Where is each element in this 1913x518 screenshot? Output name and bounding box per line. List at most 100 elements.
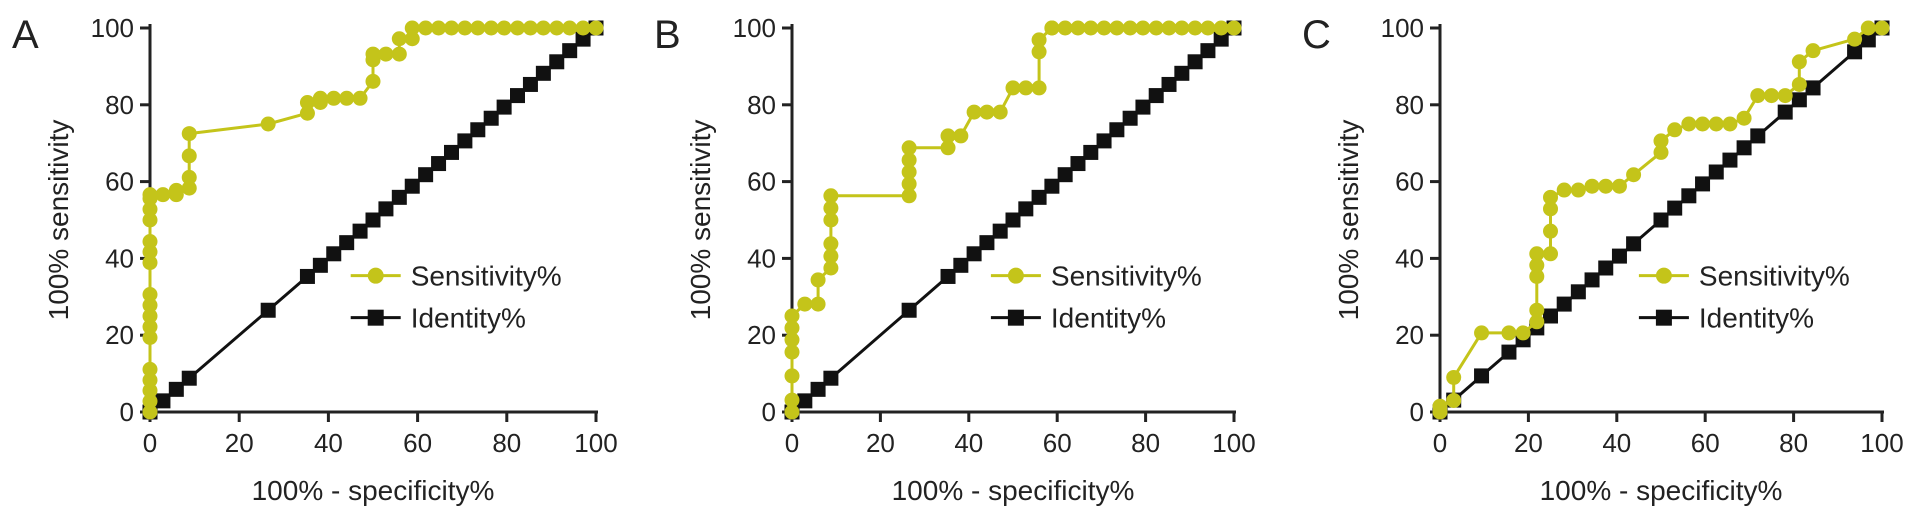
data-point <box>352 90 368 106</box>
y-tick-label: 40 <box>747 243 776 273</box>
data-point <box>496 20 512 36</box>
data-point <box>901 176 917 192</box>
data-point <box>522 76 538 92</box>
data-point <box>823 188 839 204</box>
data-point <box>1057 167 1073 183</box>
panel-label: A <box>12 13 39 57</box>
x-tick-label: 60 <box>1043 428 1072 458</box>
data-point <box>1570 182 1586 198</box>
data-point <box>404 31 420 47</box>
series-sensitivity <box>784 20 1242 420</box>
data-point <box>1031 189 1047 205</box>
data-point <box>901 152 917 168</box>
data-point <box>1018 80 1034 96</box>
data-point <box>1543 308 1558 324</box>
legend-label-sensitivity: Sensitivity% <box>1699 261 1850 292</box>
y-tick-label: 0 <box>1410 397 1424 427</box>
chart-panel-c: C 0 20 40 60 80 100 0 20 40 60 80 100 100% - specific… <box>1302 13 1904 506</box>
data-point <box>1083 20 1099 36</box>
data-point <box>1777 104 1793 120</box>
x-tick-label: 40 <box>314 428 343 458</box>
data-point <box>339 90 355 106</box>
y-tick-label: 20 <box>1395 320 1424 350</box>
data-point <box>1764 88 1779 104</box>
data-point <box>901 140 917 156</box>
data-point <box>1018 201 1034 217</box>
data-point <box>1044 20 1060 36</box>
data-point <box>1653 212 1669 228</box>
data-point <box>168 381 184 397</box>
x-tick-label: 0 <box>143 428 157 458</box>
data-point <box>1570 284 1586 300</box>
data-point <box>404 178 420 194</box>
data-point <box>784 308 800 324</box>
series-sensitivity <box>142 20 604 420</box>
data-point <box>418 20 434 36</box>
data-point <box>1598 260 1614 276</box>
y-tick-label: 60 <box>1395 167 1424 197</box>
data-point <box>142 330 158 346</box>
data-point <box>1750 128 1766 144</box>
y-tick-label: 40 <box>1395 243 1424 273</box>
data-point <box>326 246 342 262</box>
legend-marker-sensitivity <box>367 267 384 284</box>
y-tick-label: 100 <box>733 13 776 43</box>
data-point <box>1556 296 1572 312</box>
y-tick-label: 100 <box>91 13 134 43</box>
legend-label-identity: Identity% <box>411 303 526 334</box>
data-point <box>1515 325 1531 341</box>
data-point <box>823 200 839 216</box>
data-point <box>1070 20 1086 36</box>
data-point <box>326 90 342 106</box>
data-point <box>1161 20 1177 36</box>
x-axis-title: 100% - specificity% <box>892 475 1135 506</box>
legend-marker-sensitivity <box>1655 267 1672 284</box>
series-identity <box>1432 20 1890 420</box>
data-point <box>483 20 499 36</box>
data-point <box>510 88 526 104</box>
data-point <box>483 110 499 126</box>
data-point <box>940 268 956 284</box>
data-point <box>1777 88 1793 104</box>
data-point <box>142 286 158 302</box>
data-point <box>784 332 800 348</box>
data-point <box>1005 80 1021 96</box>
data-point <box>901 164 917 180</box>
x-tick-label: 40 <box>1602 428 1631 458</box>
data-point <box>1148 88 1164 104</box>
data-point <box>901 302 917 318</box>
data-point <box>1122 20 1138 36</box>
chart-panel-a: A 0 20 40 60 80 100 0 20 40 60 80 100 100% - specific… <box>12 13 618 506</box>
data-point <box>1543 246 1558 262</box>
panel-label: C <box>1302 13 1331 57</box>
data-point <box>1135 99 1151 115</box>
data-point <box>797 296 813 312</box>
data-point <box>1598 178 1614 194</box>
data-point <box>810 381 826 397</box>
data-point <box>1474 368 1490 384</box>
data-point <box>142 308 158 324</box>
x-tick-label: 60 <box>1691 428 1720 458</box>
data-point <box>1626 236 1642 252</box>
data-point <box>823 260 839 276</box>
data-point <box>181 148 197 164</box>
data-point <box>1446 369 1462 385</box>
data-point <box>1791 76 1807 92</box>
data-point <box>1681 188 1697 204</box>
data-point <box>1213 20 1229 36</box>
data-point <box>1584 178 1600 194</box>
data-point <box>470 20 486 36</box>
data-point <box>443 144 459 160</box>
data-point <box>1501 325 1517 341</box>
data-point <box>1122 110 1138 126</box>
legend-marker-identity <box>367 309 384 326</box>
data-point <box>1529 302 1545 318</box>
data-point <box>797 393 813 409</box>
data-point <box>1722 152 1738 168</box>
data-point <box>1213 31 1229 47</box>
series-identity <box>784 20 1242 420</box>
data-point <box>142 244 158 260</box>
data-point <box>168 182 184 198</box>
data-point <box>575 20 591 36</box>
